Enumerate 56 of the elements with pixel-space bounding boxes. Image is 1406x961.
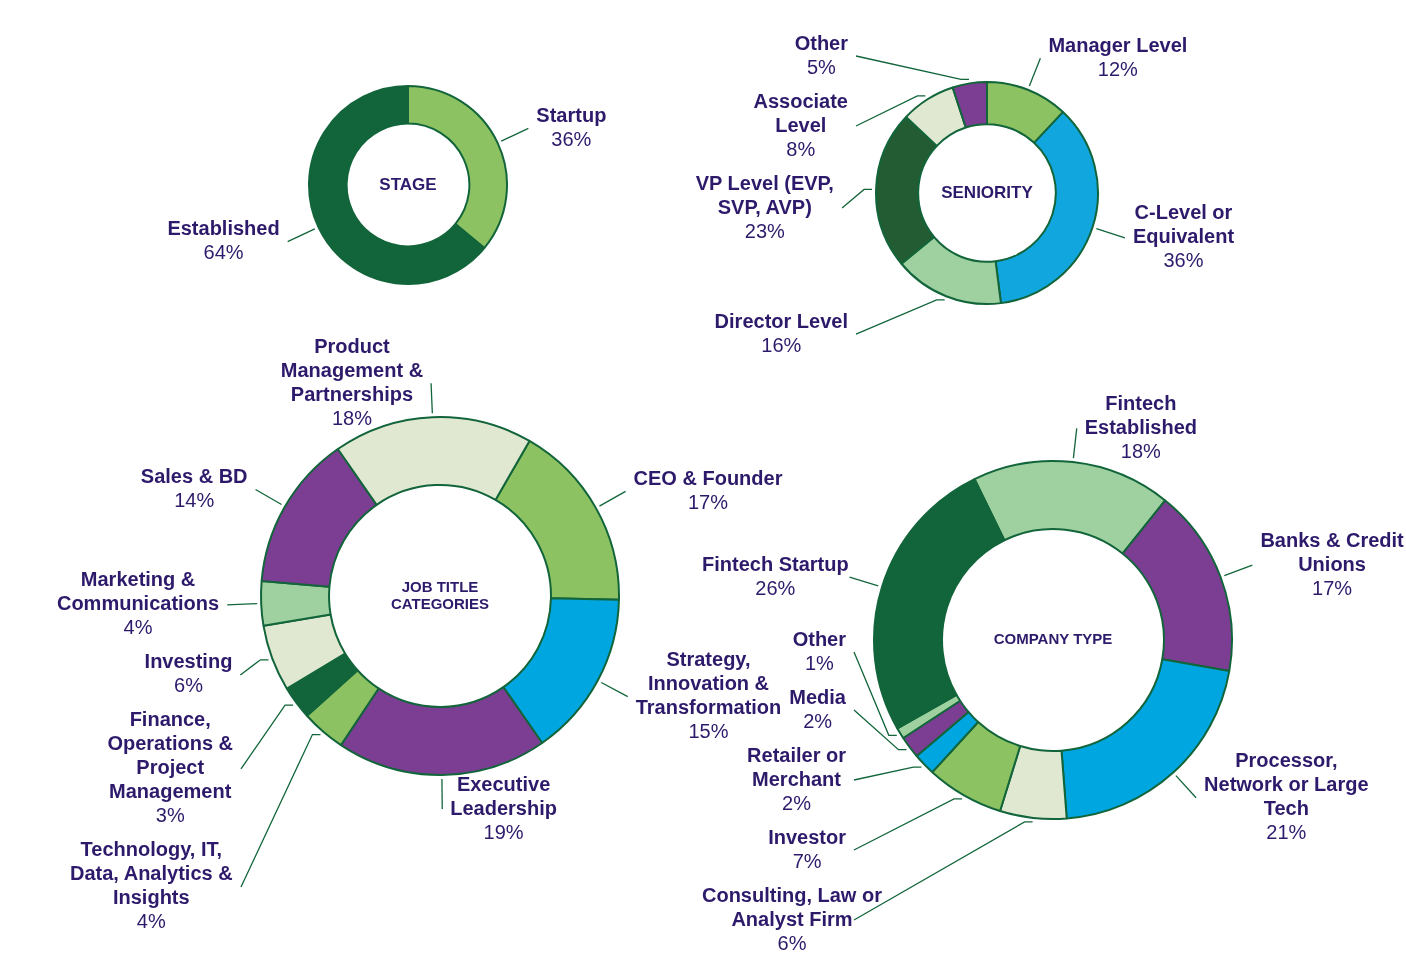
data-label: 64% xyxy=(203,241,244,264)
data-label: 2% xyxy=(803,709,833,732)
data-label: 15% xyxy=(688,720,729,743)
data-label: 12% xyxy=(1097,57,1139,80)
data-label: 18% xyxy=(331,406,373,429)
data-label: 23% xyxy=(744,219,786,242)
data-label: 18% xyxy=(1120,439,1162,462)
data-label: 4% xyxy=(136,910,166,933)
slice-label: Technology, IT, Data, Analytics & Insights xyxy=(69,838,233,909)
data-label: 5% xyxy=(806,55,836,78)
data-label: 36% xyxy=(551,127,592,150)
slice-label: Investing xyxy=(144,650,233,673)
data-label: 17% xyxy=(1312,576,1353,599)
slice-label: Sales & BD xyxy=(140,465,248,488)
text: STAGE xyxy=(379,174,437,194)
slice-label: Consulting, Law or Analyst Firm xyxy=(702,883,883,930)
slice-label: Product Management & Partnerships xyxy=(280,334,424,405)
slice-label: Finance, Operations & Project Management xyxy=(107,708,233,803)
data-label: 6% xyxy=(174,674,204,697)
data-label: 3% xyxy=(155,804,185,827)
text: COMPANY TYPE xyxy=(993,630,1113,648)
slice-label: CEO & Founder xyxy=(633,466,783,489)
slice-label: Banks & Credit Unions xyxy=(1260,528,1405,575)
data-label: 26% xyxy=(755,576,796,599)
data-label: 14% xyxy=(174,489,215,512)
slice-label: Established xyxy=(167,217,280,240)
slice-label: VP Level (EVP, SVP, AVP) xyxy=(695,171,834,218)
slice-label: Media xyxy=(789,685,847,708)
slice-label: Investor xyxy=(768,825,847,848)
data-label: 17% xyxy=(688,490,729,513)
slice-label: Processor, Network or Large Tech xyxy=(1204,749,1369,820)
slice-label: Strategy, Innovation & Transformation xyxy=(635,648,782,719)
data-label: 21% xyxy=(1266,821,1307,844)
slice-label: Manager Level xyxy=(1048,33,1188,56)
data-label: 7% xyxy=(792,849,822,872)
data-label: 6% xyxy=(777,931,807,954)
slice-label: Fintech Established xyxy=(1084,391,1197,438)
data-label: 4% xyxy=(123,616,153,639)
slice-label: Executive Leadership xyxy=(450,772,557,819)
slice-label: Other xyxy=(792,627,847,650)
slice-label: Marketing & Communications xyxy=(56,568,220,615)
slice-label: Other xyxy=(794,31,849,54)
data-label: 8% xyxy=(786,137,816,160)
data-label: 16% xyxy=(761,333,802,356)
data-label: 1% xyxy=(804,651,834,674)
data-label: 19% xyxy=(483,820,524,843)
slice-label: Startup xyxy=(536,103,607,126)
text: JOB TITLE CATEGORIES xyxy=(390,577,490,612)
slice-label: Fintech Startup xyxy=(702,552,849,575)
slice-label: Director Level xyxy=(714,309,848,332)
data-label: 2% xyxy=(782,791,812,814)
slice-label: Associate Level xyxy=(753,89,848,136)
data-label: 36% xyxy=(1163,249,1204,272)
slice-label: Retailer or Merchant xyxy=(747,743,847,790)
slice-label: C-Level or Equivalent xyxy=(1132,201,1235,248)
text: SENIORITY xyxy=(941,182,1034,202)
